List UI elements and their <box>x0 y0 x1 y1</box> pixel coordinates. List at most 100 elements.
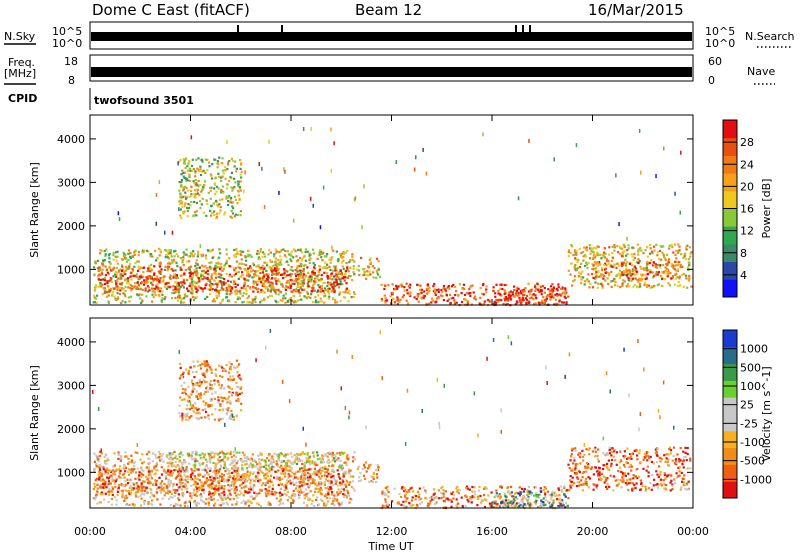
velocity-cell <box>321 458 324 461</box>
velocity-cell <box>129 485 132 488</box>
power-cell <box>329 281 332 284</box>
power-cell <box>243 189 245 194</box>
power-cell <box>133 251 136 254</box>
power-cell <box>564 292 567 295</box>
power-cell <box>432 290 435 293</box>
velocity-cell <box>324 478 327 481</box>
velocity-cell <box>220 485 223 488</box>
power-cell <box>194 264 197 268</box>
power-cell <box>192 280 195 283</box>
power-cell <box>196 250 200 253</box>
velocity-cell <box>284 475 287 478</box>
velocity-cell <box>287 459 290 462</box>
velocity-cell <box>187 370 190 373</box>
power-cell <box>288 279 291 282</box>
power-cell <box>442 299 445 302</box>
power-cell <box>530 289 533 292</box>
power-cell <box>195 262 198 265</box>
power-cell <box>137 254 140 257</box>
power-cell <box>134 261 137 265</box>
velocity-cell <box>95 477 98 480</box>
velocity-cell <box>225 452 228 456</box>
power-cell <box>353 273 356 276</box>
power-cell <box>527 282 530 285</box>
velocity-cell <box>308 484 311 488</box>
velocity-cell <box>242 481 245 484</box>
power-cell <box>351 253 354 256</box>
power-cell <box>682 272 685 275</box>
velocity-cell <box>222 460 225 463</box>
colorbar-tick-label: 20 <box>740 180 754 193</box>
power-cell <box>225 187 229 190</box>
power-cell <box>157 290 160 293</box>
power-cell <box>607 282 610 285</box>
velocity-cell <box>340 487 343 490</box>
power-cell <box>418 288 422 291</box>
power-cell <box>103 259 106 262</box>
power-cell <box>101 273 104 276</box>
velocity-cell <box>107 482 110 485</box>
power-cell <box>509 290 512 293</box>
velocity-cell <box>182 485 185 488</box>
power-cell <box>237 290 240 293</box>
velocity-cell <box>320 466 324 469</box>
power-cell <box>193 271 196 274</box>
power-cell <box>226 183 229 186</box>
velocity-cell <box>267 464 270 467</box>
velocity-cell <box>116 493 119 497</box>
power-cell <box>190 287 193 290</box>
power-cell <box>108 265 111 268</box>
power-cell <box>335 278 338 281</box>
power-cell <box>685 257 688 261</box>
power-cell <box>180 181 183 184</box>
velocity-cell <box>263 477 266 480</box>
power-cell <box>243 268 246 271</box>
power-cell <box>501 288 504 291</box>
power-cell <box>247 295 250 298</box>
velocity-cell <box>186 470 189 473</box>
power-cell <box>197 170 200 173</box>
power-cell <box>349 275 352 278</box>
power-cell <box>189 255 192 258</box>
power-cell <box>219 301 222 305</box>
power-cell <box>228 275 231 278</box>
velocity-cell <box>314 473 317 476</box>
velocity-cell <box>219 465 222 469</box>
velocity-cell <box>253 480 256 483</box>
velocity-cell <box>136 451 139 454</box>
power-cell <box>154 249 157 252</box>
power-cell <box>171 268 174 271</box>
power-cell <box>525 301 528 304</box>
velocity-cell <box>298 460 301 463</box>
power-cell <box>658 266 661 269</box>
power-cell <box>259 268 262 271</box>
power-cell <box>167 265 170 268</box>
power-cell <box>115 273 118 276</box>
power-cell <box>149 281 153 284</box>
velocity-cell <box>288 496 291 499</box>
velocity-cell <box>300 452 303 455</box>
power-cell <box>610 265 613 268</box>
power-cell <box>124 295 127 298</box>
power-cell <box>452 296 455 299</box>
power-cell <box>483 302 486 306</box>
power-cell <box>603 247 606 250</box>
freq-trace <box>91 67 692 77</box>
power-cell <box>153 272 156 275</box>
velocity-cell <box>174 491 177 494</box>
velocity-cell <box>212 498 215 501</box>
velocity-cell <box>176 457 179 460</box>
velocity-cell <box>291 481 294 484</box>
velocity-cell <box>294 472 297 475</box>
velocity-cell <box>233 491 237 494</box>
velocity-cell <box>315 498 318 502</box>
power-cell <box>425 171 428 176</box>
power-cell <box>650 250 654 253</box>
velocity-cell <box>295 476 298 479</box>
velocity-cell <box>111 486 114 489</box>
velocity-cell <box>211 404 214 407</box>
power-cell <box>182 251 185 254</box>
velocity-cell <box>229 450 232 453</box>
power-cell <box>449 293 452 296</box>
power-cell <box>300 265 303 268</box>
